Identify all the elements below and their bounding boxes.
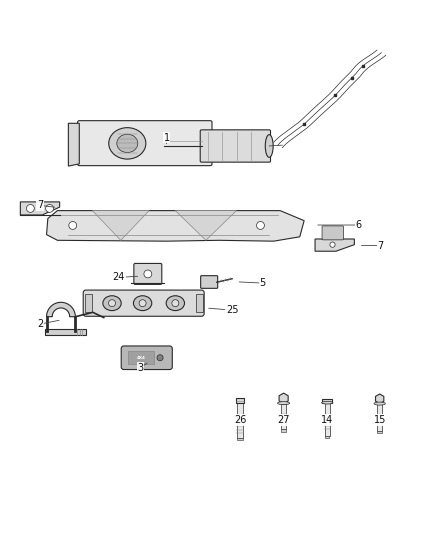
Circle shape xyxy=(330,242,335,247)
Circle shape xyxy=(144,270,152,278)
FancyBboxPatch shape xyxy=(121,346,172,369)
Circle shape xyxy=(46,205,53,212)
Circle shape xyxy=(109,300,116,306)
Bar xyxy=(378,431,382,433)
Polygon shape xyxy=(46,302,75,317)
Bar xyxy=(128,351,153,364)
Text: 7: 7 xyxy=(378,240,384,251)
Bar xyxy=(322,399,332,403)
Polygon shape xyxy=(315,239,354,251)
FancyBboxPatch shape xyxy=(201,276,218,288)
Text: 7: 7 xyxy=(37,200,43,211)
FancyBboxPatch shape xyxy=(83,290,204,316)
Bar xyxy=(237,403,243,438)
Polygon shape xyxy=(279,393,288,403)
Circle shape xyxy=(26,205,34,212)
Ellipse shape xyxy=(265,135,273,157)
Text: 2: 2 xyxy=(37,319,43,329)
Polygon shape xyxy=(68,123,79,166)
Text: 24: 24 xyxy=(113,272,125,282)
Text: 15: 15 xyxy=(374,415,386,425)
Circle shape xyxy=(139,300,146,306)
Bar xyxy=(282,430,286,432)
Ellipse shape xyxy=(374,402,385,405)
Polygon shape xyxy=(375,394,384,403)
Bar xyxy=(325,436,329,438)
Circle shape xyxy=(69,222,77,229)
Text: 1: 1 xyxy=(163,133,170,143)
Text: 14: 14 xyxy=(321,415,333,425)
FancyBboxPatch shape xyxy=(200,130,271,162)
FancyBboxPatch shape xyxy=(134,263,162,285)
FancyBboxPatch shape xyxy=(78,120,212,166)
Polygon shape xyxy=(46,211,304,241)
Circle shape xyxy=(257,222,265,229)
Ellipse shape xyxy=(117,134,138,152)
Ellipse shape xyxy=(109,128,146,159)
Bar xyxy=(325,403,330,436)
Polygon shape xyxy=(175,211,237,240)
Polygon shape xyxy=(20,202,60,215)
FancyBboxPatch shape xyxy=(322,226,343,240)
Circle shape xyxy=(172,300,179,306)
Text: 5: 5 xyxy=(260,278,266,288)
Text: 6: 6 xyxy=(356,220,362,230)
Bar xyxy=(281,404,286,430)
Bar xyxy=(236,398,244,403)
Bar xyxy=(196,294,203,312)
Polygon shape xyxy=(92,211,149,240)
Text: 26: 26 xyxy=(234,415,246,425)
Bar xyxy=(45,329,86,335)
Bar xyxy=(237,438,243,440)
Text: 3: 3 xyxy=(138,363,144,373)
Text: 25: 25 xyxy=(226,305,238,315)
Text: 4X4: 4X4 xyxy=(136,356,145,360)
Ellipse shape xyxy=(103,296,121,311)
Ellipse shape xyxy=(166,296,184,311)
Ellipse shape xyxy=(134,296,152,311)
Bar xyxy=(377,404,382,431)
Ellipse shape xyxy=(278,402,290,405)
Ellipse shape xyxy=(321,401,333,404)
Circle shape xyxy=(157,354,163,361)
Text: 27: 27 xyxy=(277,415,290,425)
Bar xyxy=(85,294,92,312)
